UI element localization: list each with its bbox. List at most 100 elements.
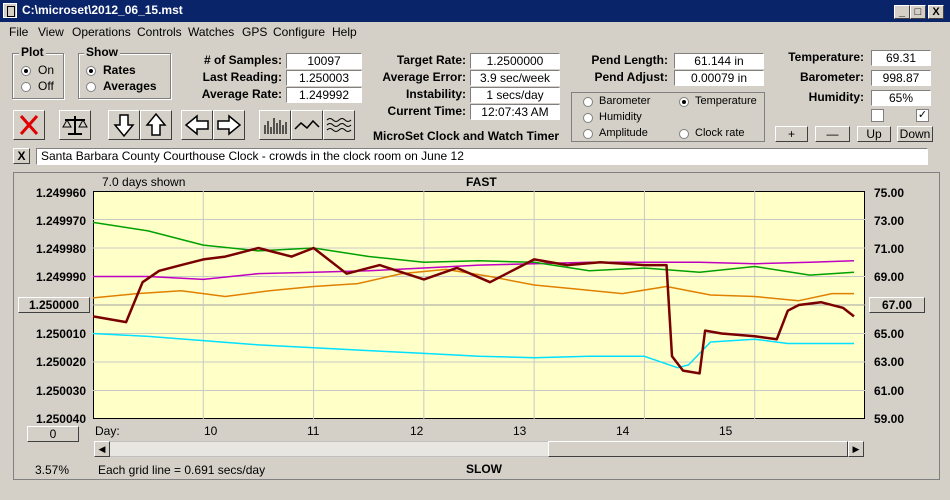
clock-rate-option-label: Clock rate (695, 127, 745, 139)
center-sensor-button[interactable]: 67.00 (869, 297, 925, 313)
humidity-radio[interactable] (583, 113, 593, 123)
amplitude-radio[interactable] (583, 129, 593, 139)
y-left-tick-3: 1.249990 (35, 270, 86, 284)
average-error-value: 3.9 sec/week (470, 70, 560, 86)
line-plot-icon (294, 119, 320, 130)
show-averages-label: Averages (103, 79, 157, 93)
arrow-right-icon (217, 114, 242, 136)
delete-icon (19, 115, 39, 135)
rate-plot[interactable] (93, 191, 865, 419)
move-up-button[interactable] (140, 110, 172, 140)
instability-label: Instability: (405, 87, 466, 101)
balance-scale-icon (62, 116, 88, 135)
menu-watches[interactable]: Watches (188, 25, 235, 39)
last-reading-value: 1.250003 (286, 70, 362, 86)
y-right-tick-5: 65.00 (874, 327, 905, 341)
move-down-button[interactable] (108, 110, 140, 140)
plot-off-radio[interactable] (21, 82, 31, 92)
barometer-radio[interactable] (583, 97, 593, 107)
last-reading-label: Last Reading: (202, 70, 282, 84)
bar-plot-icon (264, 118, 287, 134)
scroll-left-arrow[interactable]: ◀ (94, 441, 110, 457)
average-error-label: Average Error: (382, 70, 466, 84)
description-field[interactable]: Santa Barbara County Courthouse Clock - … (36, 148, 928, 165)
line-plot-button[interactable] (291, 110, 323, 140)
arrow-down-icon (113, 114, 135, 138)
y-right-tick-0: 75.00 (874, 186, 905, 200)
balance-button[interactable] (59, 110, 91, 140)
humidity-series-line (93, 260, 855, 281)
plot-on-label: On (38, 63, 55, 77)
temperature-series-line (93, 221, 855, 276)
menu-operations[interactable]: Operations (72, 25, 131, 39)
close-window-button[interactable]: X (928, 5, 944, 19)
scale-minus-button[interactable]: — (815, 126, 850, 142)
checkbox-right[interactable]: ✓ (916, 109, 929, 122)
scale-plus-button[interactable]: + (775, 126, 808, 142)
y-right-tick-8: 59.00 (874, 412, 905, 426)
x-tick-12: 12 (410, 424, 424, 438)
wave-plot-icon (326, 118, 352, 132)
wave-plot-button[interactable] (323, 110, 355, 140)
clear-description-button[interactable]: X (13, 148, 30, 164)
temperature-option-label: Temperature (695, 95, 757, 107)
instability-value: 1 secs/day (470, 87, 560, 103)
menu-gps[interactable]: GPS (242, 25, 268, 39)
bar-plot-button[interactable] (259, 110, 291, 140)
window-title: C:\microset\2012_06_15.mst (22, 3, 183, 17)
y-left-tick-1: 1.249970 (35, 214, 86, 228)
temperature-radio[interactable] (679, 97, 689, 107)
show-rates-label: Rates (103, 63, 136, 77)
app-icon[interactable] (3, 3, 17, 18)
plot-on-radio[interactable] (21, 66, 31, 76)
menu-help[interactable]: Help (332, 25, 357, 39)
day-label: Day: (95, 424, 120, 438)
y-right-tick-7: 61.00 (874, 384, 905, 398)
y-left-tick-8: 1.250040 (35, 412, 86, 426)
scale-down-button[interactable]: Down (897, 126, 933, 142)
days-shown-label: 7.0 days shown (102, 175, 186, 189)
menu-file[interactable]: File (9, 25, 29, 39)
scroll-right-arrow[interactable]: ▶ (848, 441, 864, 457)
y-right-tick-2: 71.00 (874, 242, 905, 256)
maximize-button[interactable]: □ (910, 5, 926, 19)
scroll-right-button[interactable] (213, 110, 245, 140)
x-tick-10: 10 (204, 424, 218, 438)
samples-label: # of Samples: (203, 53, 282, 67)
title-bar[interactable]: C:\microset\2012_06_15.mst _ □ X (0, 0, 950, 22)
menu-controls[interactable]: Controls (137, 25, 182, 39)
scroll-left-button[interactable] (181, 110, 213, 140)
delete-button[interactable] (13, 110, 45, 140)
x-tick-14: 14 (616, 424, 630, 438)
show-rates-radio[interactable] (86, 66, 96, 76)
amplitude-series-line (93, 332, 854, 369)
offset-button[interactable]: 0 (27, 426, 79, 442)
y-left-tick-7: 1.250030 (35, 384, 86, 398)
checkbox-left[interactable] (871, 109, 884, 122)
plot-panel (13, 172, 940, 480)
y-right-tick-6: 63.00 (874, 355, 905, 369)
scale-up-button[interactable]: Up (857, 126, 891, 142)
show-averages-radio[interactable] (86, 82, 96, 92)
center-rate-button[interactable]: 1.250000 (18, 297, 90, 313)
average-rate-value: 1.249992 (286, 87, 362, 103)
temperature-label: Temperature: (788, 50, 864, 64)
y-left-tick-2: 1.249980 (35, 242, 86, 256)
pend-length-value: 61.144 in (674, 53, 764, 69)
clock-rate-radio[interactable] (679, 129, 689, 139)
y-left-tick-0: 1.249960 (35, 186, 86, 200)
menu-configure[interactable]: Configure (273, 25, 326, 39)
amplitude-option-label: Amplitude (599, 127, 648, 139)
y-right-tick-3: 69.00 (874, 270, 905, 284)
scrollbar-thumb[interactable] (548, 441, 848, 457)
rate-series-line (93, 246, 855, 375)
average-rate-label: Average Rate: (201, 87, 282, 101)
target-rate-value: 1.2500000 (470, 53, 560, 69)
target-rate-label: Target Rate: (396, 53, 466, 67)
slow-label: SLOW (466, 462, 502, 476)
minimize-button[interactable]: _ (894, 5, 910, 19)
y-right-tick-1: 73.00 (874, 214, 905, 228)
x-tick-13: 13 (513, 424, 527, 438)
menu-view[interactable]: View (38, 25, 64, 39)
app-caption: MicroSet Clock and Watch Timer (373, 129, 560, 143)
